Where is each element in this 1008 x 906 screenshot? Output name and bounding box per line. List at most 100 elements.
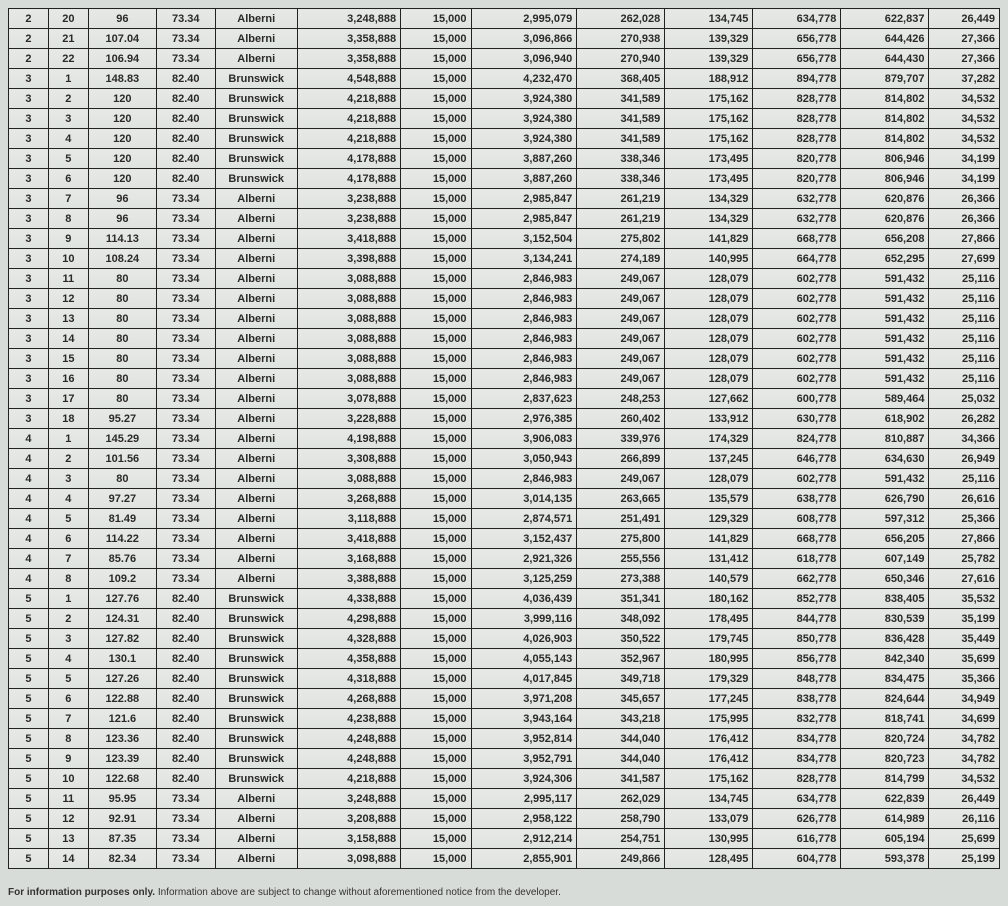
table-cell: Alberni [215, 209, 297, 229]
table-cell: 3 [9, 389, 49, 409]
table-cell: 260,402 [577, 409, 665, 429]
table-cell: 15,000 [401, 269, 471, 289]
table-cell: 4,232,470 [471, 69, 577, 89]
table-cell: 73.34 [156, 789, 215, 809]
table-cell: 3,358,888 [297, 29, 400, 49]
table-cell: 602,778 [753, 329, 841, 349]
table-cell: 3 [9, 409, 49, 429]
table-cell: 26,366 [929, 209, 1000, 229]
table-cell: 5 [48, 509, 88, 529]
table-cell: 3,134,241 [471, 249, 577, 269]
table-cell: 2,874,571 [471, 509, 577, 529]
table-cell: 15,000 [401, 669, 471, 689]
table-cell: 602,778 [753, 269, 841, 289]
table-cell: 5 [9, 609, 49, 629]
table-row: 3118073.34Alberni3,088,88815,0002,846,98… [9, 269, 1000, 289]
table-cell: 14 [48, 849, 88, 869]
table-cell: 128,079 [665, 329, 753, 349]
table-cell: 591,432 [841, 469, 929, 489]
table-cell: 16 [48, 369, 88, 389]
table-cell: 34,199 [929, 149, 1000, 169]
table-cell: 4 [9, 509, 49, 529]
table-cell: 3 [9, 249, 49, 269]
table-cell: 81.49 [88, 509, 156, 529]
table-cell: 262,029 [577, 789, 665, 809]
table-cell: 3,924,380 [471, 129, 577, 149]
table-cell: 11 [48, 789, 88, 809]
table-row: 4581.4973.34Alberni3,118,88815,0002,874,… [9, 509, 1000, 529]
table-cell: 82.40 [156, 769, 215, 789]
table-cell: 2 [48, 89, 88, 109]
table-cell: 2 [9, 9, 49, 29]
table-cell: 123.36 [88, 729, 156, 749]
table-cell: 25,116 [929, 289, 1000, 309]
table-cell: 608,778 [753, 509, 841, 529]
table-cell: 3,418,888 [297, 229, 400, 249]
table-cell: 4,268,888 [297, 689, 400, 709]
table-cell: 3,208,888 [297, 809, 400, 829]
table-cell: 25,116 [929, 269, 1000, 289]
table-cell: 15,000 [401, 209, 471, 229]
table-cell: Alberni [215, 389, 297, 409]
table-cell: 4 [48, 649, 88, 669]
table-cell: 128,079 [665, 349, 753, 369]
table-cell: 4 [9, 469, 49, 489]
table-cell: 2,846,983 [471, 349, 577, 369]
table-cell: 27,866 [929, 229, 1000, 249]
table-cell: 275,802 [577, 229, 665, 249]
table-cell: 351,341 [577, 589, 665, 609]
table-cell: 2,912,214 [471, 829, 577, 849]
table-cell: Alberni [215, 289, 297, 309]
table-cell: 352,967 [577, 649, 665, 669]
table-row: 389673.34Alberni3,238,88815,0002,985,847… [9, 209, 1000, 229]
table-cell: 25,116 [929, 369, 1000, 389]
table-cell: 73.34 [156, 189, 215, 209]
table-cell: 135,579 [665, 489, 753, 509]
table-cell: 820,723 [841, 749, 929, 769]
table-cell: 652,295 [841, 249, 929, 269]
table-cell: Brunswick [215, 69, 297, 89]
table-cell: 4,218,888 [297, 769, 400, 789]
table-cell: Alberni [215, 849, 297, 869]
table-cell: 15,000 [401, 169, 471, 189]
table-cell: 3,358,888 [297, 49, 400, 69]
table-cell: 15,000 [401, 829, 471, 849]
table-cell: 5 [9, 829, 49, 849]
table-cell: 828,778 [753, 769, 841, 789]
table-cell: 3,125,259 [471, 569, 577, 589]
table-cell: 3,248,888 [297, 9, 400, 29]
table-cell: 109.2 [88, 569, 156, 589]
table-cell: 5 [9, 649, 49, 669]
table-cell: 3,152,504 [471, 229, 577, 249]
table-cell: 127.82 [88, 629, 156, 649]
table-cell: 25,116 [929, 329, 1000, 349]
table-cell: 820,724 [841, 729, 929, 749]
table-cell: 3 [9, 69, 49, 89]
table-cell: 254,751 [577, 829, 665, 849]
table-cell: 338,346 [577, 169, 665, 189]
table-cell: 266,899 [577, 449, 665, 469]
table-cell: 95.27 [88, 409, 156, 429]
table-cell: 179,745 [665, 629, 753, 649]
table-cell: 2,846,983 [471, 329, 577, 349]
table-cell: 124.31 [88, 609, 156, 629]
table-cell: 894,778 [753, 69, 841, 89]
table-cell: 73.34 [156, 569, 215, 589]
table-cell: 824,644 [841, 689, 929, 709]
table-cell: 607,149 [841, 549, 929, 569]
table-cell: 3 [9, 369, 49, 389]
table-cell: 249,067 [577, 309, 665, 329]
table-cell: 7 [48, 549, 88, 569]
table-cell: 73.34 [156, 9, 215, 29]
table-cell: 850,778 [753, 629, 841, 649]
table-cell: 3,152,437 [471, 529, 577, 549]
table-cell: 2,976,385 [471, 409, 577, 429]
table-cell: 82.40 [156, 169, 215, 189]
table-cell: 838,405 [841, 589, 929, 609]
table-cell: 602,778 [753, 309, 841, 329]
table-cell: 26,949 [929, 449, 1000, 469]
footer-bold: For information purposes only. [8, 887, 155, 898]
table-cell: 129,329 [665, 509, 753, 529]
table-cell: Alberni [215, 249, 297, 269]
table-cell: 249,067 [577, 469, 665, 489]
